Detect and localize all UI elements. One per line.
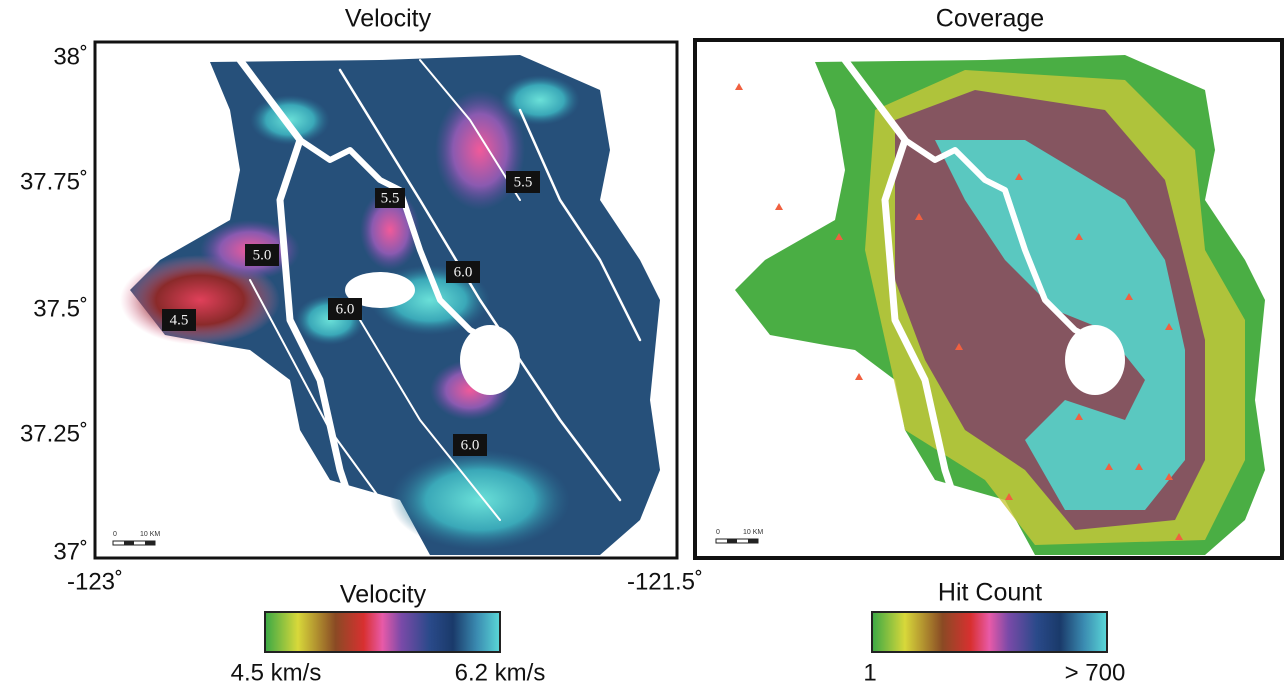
contour-label: 5.0: [253, 247, 272, 263]
contour-label: 5.5: [514, 174, 533, 190]
contour-label: 6.0: [461, 437, 480, 453]
y-tick-label: 37.25˚: [20, 420, 88, 447]
scale-label: 0: [716, 529, 720, 536]
contour-label: 4.5: [170, 312, 189, 328]
x-tick-label: -123˚: [67, 568, 123, 595]
colorbar: Hit Count 1 > 700: [863, 579, 1125, 687]
colorbar-label: 6.2 km/s: [455, 659, 546, 686]
x-tick-label: -121.5˚: [627, 568, 703, 595]
panel-title: Coverage: [936, 5, 1044, 33]
colorbar-title: Velocity: [340, 581, 427, 609]
figure: Velocity 4.5 5.0 5.5 6.0 6.0 5.5 6.0 0 1…: [0, 0, 1287, 691]
scale-label: 0: [113, 531, 117, 538]
colorbar-label: 1: [863, 659, 876, 686]
colorbar-title: Hit Count: [938, 579, 1042, 607]
contour-label: 6.0: [336, 301, 355, 317]
scale-label: 10 KM: [140, 531, 160, 538]
contour-label: 6.0: [454, 264, 473, 280]
y-tick-label: 37.5˚: [33, 295, 88, 322]
contour-label: 5.5: [381, 190, 400, 206]
y-tick-label: 37˚: [53, 538, 88, 565]
colorbar-label: > 700: [1065, 659, 1126, 686]
y-axis: 38˚ 37.75˚ 37.5˚ 37.25˚ 37˚: [20, 43, 88, 565]
colorbar: Velocity 4.5 km/s 6.2 km/s: [231, 581, 546, 687]
scale-label: 10 KM: [743, 529, 763, 536]
colorbar-label: 4.5 km/s: [231, 659, 322, 686]
y-tick-label: 37.75˚: [20, 168, 88, 195]
y-tick-label: 38˚: [53, 43, 88, 70]
panel-title: Velocity: [345, 5, 432, 33]
